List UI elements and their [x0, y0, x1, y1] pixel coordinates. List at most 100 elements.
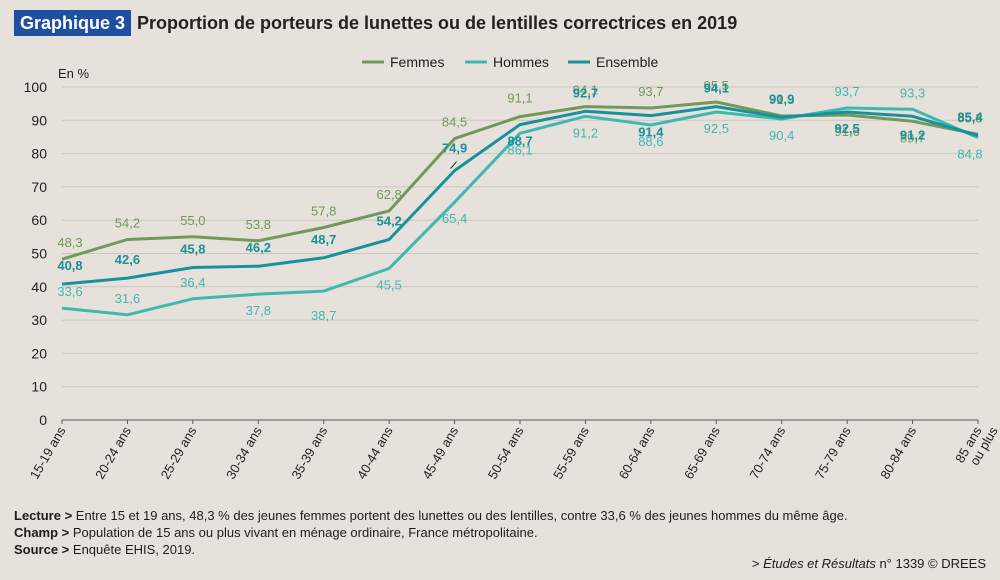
x-tick-label: 60-64 ans [616, 424, 658, 482]
x-tick-label: 15-19 ans [27, 424, 69, 482]
legend-label-femmes: Femmes [390, 54, 444, 70]
x-tick-label-group: 30-34 ans [223, 424, 265, 482]
data-label-ensemble: 45,8 [180, 241, 205, 256]
data-label-ensemble: 92,5 [834, 121, 859, 136]
chart-header: Graphique 3 Proportion de porteurs de lu… [14, 10, 737, 36]
x-tick-label: 25-29 ans [158, 424, 200, 482]
line-chart: 0 10 20 30 40 50 60 70 80 90 100 En % 15-19 ans 20-24… [24, 54, 1000, 482]
chart-notes: Lecture > Entre 15 et 19 ans, 48,3 % des… [14, 507, 848, 558]
x-tick-label-group: 25-29 ans [158, 424, 200, 482]
x-tick-label-group: 75-79 ans [812, 424, 854, 482]
data-label-hommes: 33,6 [57, 284, 82, 299]
data-label-hommes: 36,4 [180, 275, 205, 290]
x-tick-label: 55-59 ans [550, 424, 592, 482]
series-line-ensemble [61, 105, 979, 286]
legend-label-hommes: Hommes [493, 54, 549, 70]
y-tick-label: 80 [31, 146, 47, 162]
y-tick-label: 40 [31, 279, 47, 295]
label-leader-line [450, 161, 457, 169]
x-tick-label: 20-24 ans [92, 424, 134, 482]
data-label-ensemble: 74,9 [442, 141, 467, 156]
data-label-ensemble: 42,6 [115, 252, 140, 267]
data-label-hommes: 92,5 [704, 121, 729, 136]
x-tick-label: 30-34 ans [223, 424, 265, 482]
y-tick-label: 50 [31, 246, 47, 262]
graph-number-badge: Graphique 3 [14, 10, 132, 36]
y-tick-label: 0 [39, 412, 47, 428]
data-label-femmes: 48,3 [57, 235, 82, 250]
series-line-femmes [61, 100, 979, 261]
x-tick-label-group: 70-74 ans [746, 424, 788, 482]
data-label-hommes: 86,1 [507, 142, 532, 157]
data-label-femmes: 91,3 [769, 92, 794, 107]
x-tick-label-group: 55-59 ans [550, 424, 592, 482]
y-tick-label: 70 [31, 179, 47, 195]
data-label-femmes: 93,7 [638, 84, 663, 99]
data-label-femmes: 55,0 [180, 213, 205, 228]
y-tick-label: 100 [24, 79, 48, 95]
x-tick-label-group: 80-84 ans [877, 424, 919, 482]
data-label-femmes: 54,2 [115, 216, 140, 231]
data-label-hommes: 88,6 [638, 134, 663, 149]
data-label-hommes: 31,6 [115, 291, 140, 306]
data-label-ensemble: 91,4 [638, 125, 664, 140]
data-label-ensemble: 40,8 [57, 258, 82, 273]
data-label-femmes: 94,1 [573, 83, 598, 98]
data-label-femmes: 84,5 [442, 115, 467, 130]
x-tick-label: 75-79 ans [812, 424, 854, 482]
x-tick-label-group: 15-19 ans [27, 424, 69, 482]
data-label-ensemble: 94,1 [704, 81, 729, 96]
data-label-hommes: 90,4 [769, 128, 794, 143]
x-tick-label-group: 35-39 ans [288, 424, 330, 482]
data-label-femmes: 91,6 [834, 124, 859, 139]
publication-credit: > Études et Résultats n° 1339 © DREES [751, 556, 986, 571]
data-label-hommes: 91,2 [573, 125, 598, 140]
x-tick-label: 65-69 ans [681, 424, 723, 482]
x-tick-label: 50-54 ans [485, 424, 527, 482]
x-tick-label: 70-74 ans [746, 424, 788, 482]
data-label-ensemble: 88,7 [507, 134, 532, 149]
note-lecture: Lecture > Entre 15 et 19 ans, 48,3 % des… [14, 508, 848, 523]
y-tick-label: 90 [31, 112, 47, 128]
data-label-femmes: 89,7 [900, 130, 925, 145]
x-tick-label-group: 20-24 ans [92, 424, 134, 482]
data-label-hommes: 93,7 [834, 84, 859, 99]
x-tick-label-group: 60-64 ans [616, 424, 658, 482]
chart-title: Proportion de porteurs de lunettes ou de… [137, 12, 738, 33]
data-label-hommes: 37,8 [246, 303, 271, 318]
note-source: Source > Enquête EHIS, 2019. [14, 542, 196, 557]
y-tick-label: 10 [31, 379, 47, 395]
legend-label-ensemble: Ensemble [596, 54, 658, 70]
data-label-ensemble: 91,2 [900, 127, 925, 142]
data-label-femmes: 57,8 [311, 204, 336, 219]
y-tick-label: 60 [31, 212, 47, 228]
data-label-femmes: 62,8 [376, 187, 401, 202]
x-tick-label-group: 45-49 ans [419, 424, 461, 482]
data-label-ensemble: 92,7 [573, 85, 598, 100]
x-tick-label-group: 50-54 ans [485, 424, 527, 482]
data-label-ensemble: 48,7 [311, 232, 336, 247]
y-tick-label: 30 [31, 312, 47, 328]
data-label-hommes: 65,4 [442, 211, 467, 226]
data-label-ensemble: 90,9 [769, 91, 794, 106]
x-tick-label-group: 65-69 ans [681, 424, 723, 482]
y-axis-label: En % [58, 66, 90, 81]
data-label-ensemble: 54,2 [376, 214, 401, 229]
data-label-hommes: 38,7 [311, 308, 336, 323]
x-tick-label: 80-84 ans [877, 424, 919, 482]
data-label-hommes: 45,5 [376, 277, 401, 292]
y-tick-label: 20 [31, 345, 47, 361]
data-label-hommes: 84,8 [957, 147, 982, 162]
data-label-hommes: 93,3 [900, 85, 925, 100]
data-label-femmes: 95,5 [704, 78, 729, 93]
note-champ: Champ > Population de 15 ans ou plus viv… [14, 525, 538, 540]
data-label-femmes: 91,1 [507, 91, 532, 106]
series-line-hommes [61, 106, 979, 317]
x-tick-label-group: 40-44 ans [354, 424, 396, 482]
x-tick-label: 45-49 ans [419, 424, 461, 482]
x-tick-label: 40-44 ans [354, 424, 396, 482]
data-label-ensemble: 46,2 [246, 240, 271, 255]
data-label-femmes: 53,8 [246, 217, 271, 232]
data-label-ensemble: 85,4 [957, 110, 983, 125]
